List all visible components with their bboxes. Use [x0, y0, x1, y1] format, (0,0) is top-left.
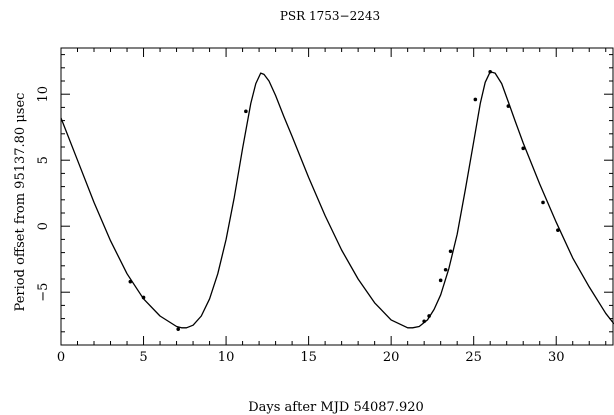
y-axis-label: Period offset from 95137.80 μsec [13, 93, 28, 312]
data-point [443, 267, 448, 272]
axis-ticks [60, 48, 613, 345]
fit-curve [60, 71, 614, 329]
x-tick-label: 0 [57, 350, 65, 365]
x-tick-label: 30 [548, 350, 565, 365]
data-point [176, 327, 181, 331]
x-tick-label: 10 [218, 350, 235, 365]
data-point [521, 146, 526, 151]
data-point [438, 278, 443, 283]
plot-border [60, 47, 614, 346]
tick-labels: 0 5 10 15 20 25 30 −5 0 5 10 [36, 86, 564, 365]
data-point [448, 249, 453, 254]
x-tick-label: 25 [465, 350, 482, 365]
data-marks [60, 69, 614, 331]
x-axis-label: Days after MJD 54087.920 [248, 400, 424, 415]
chart-title: PSR 1753−2243 [280, 9, 380, 23]
y-tick-label: 10 [36, 86, 51, 103]
y-tick-label: −5 [36, 283, 51, 302]
data-point [473, 97, 478, 102]
y-tick-label: 0 [36, 222, 51, 230]
x-tick-label: 20 [383, 350, 400, 365]
x-tick-label: 15 [300, 350, 317, 365]
x-tick-label: 5 [139, 350, 147, 365]
data-point [541, 200, 545, 205]
plot-frame [60, 47, 614, 346]
y-tick-label: 5 [36, 156, 51, 164]
data-point [244, 109, 248, 114]
